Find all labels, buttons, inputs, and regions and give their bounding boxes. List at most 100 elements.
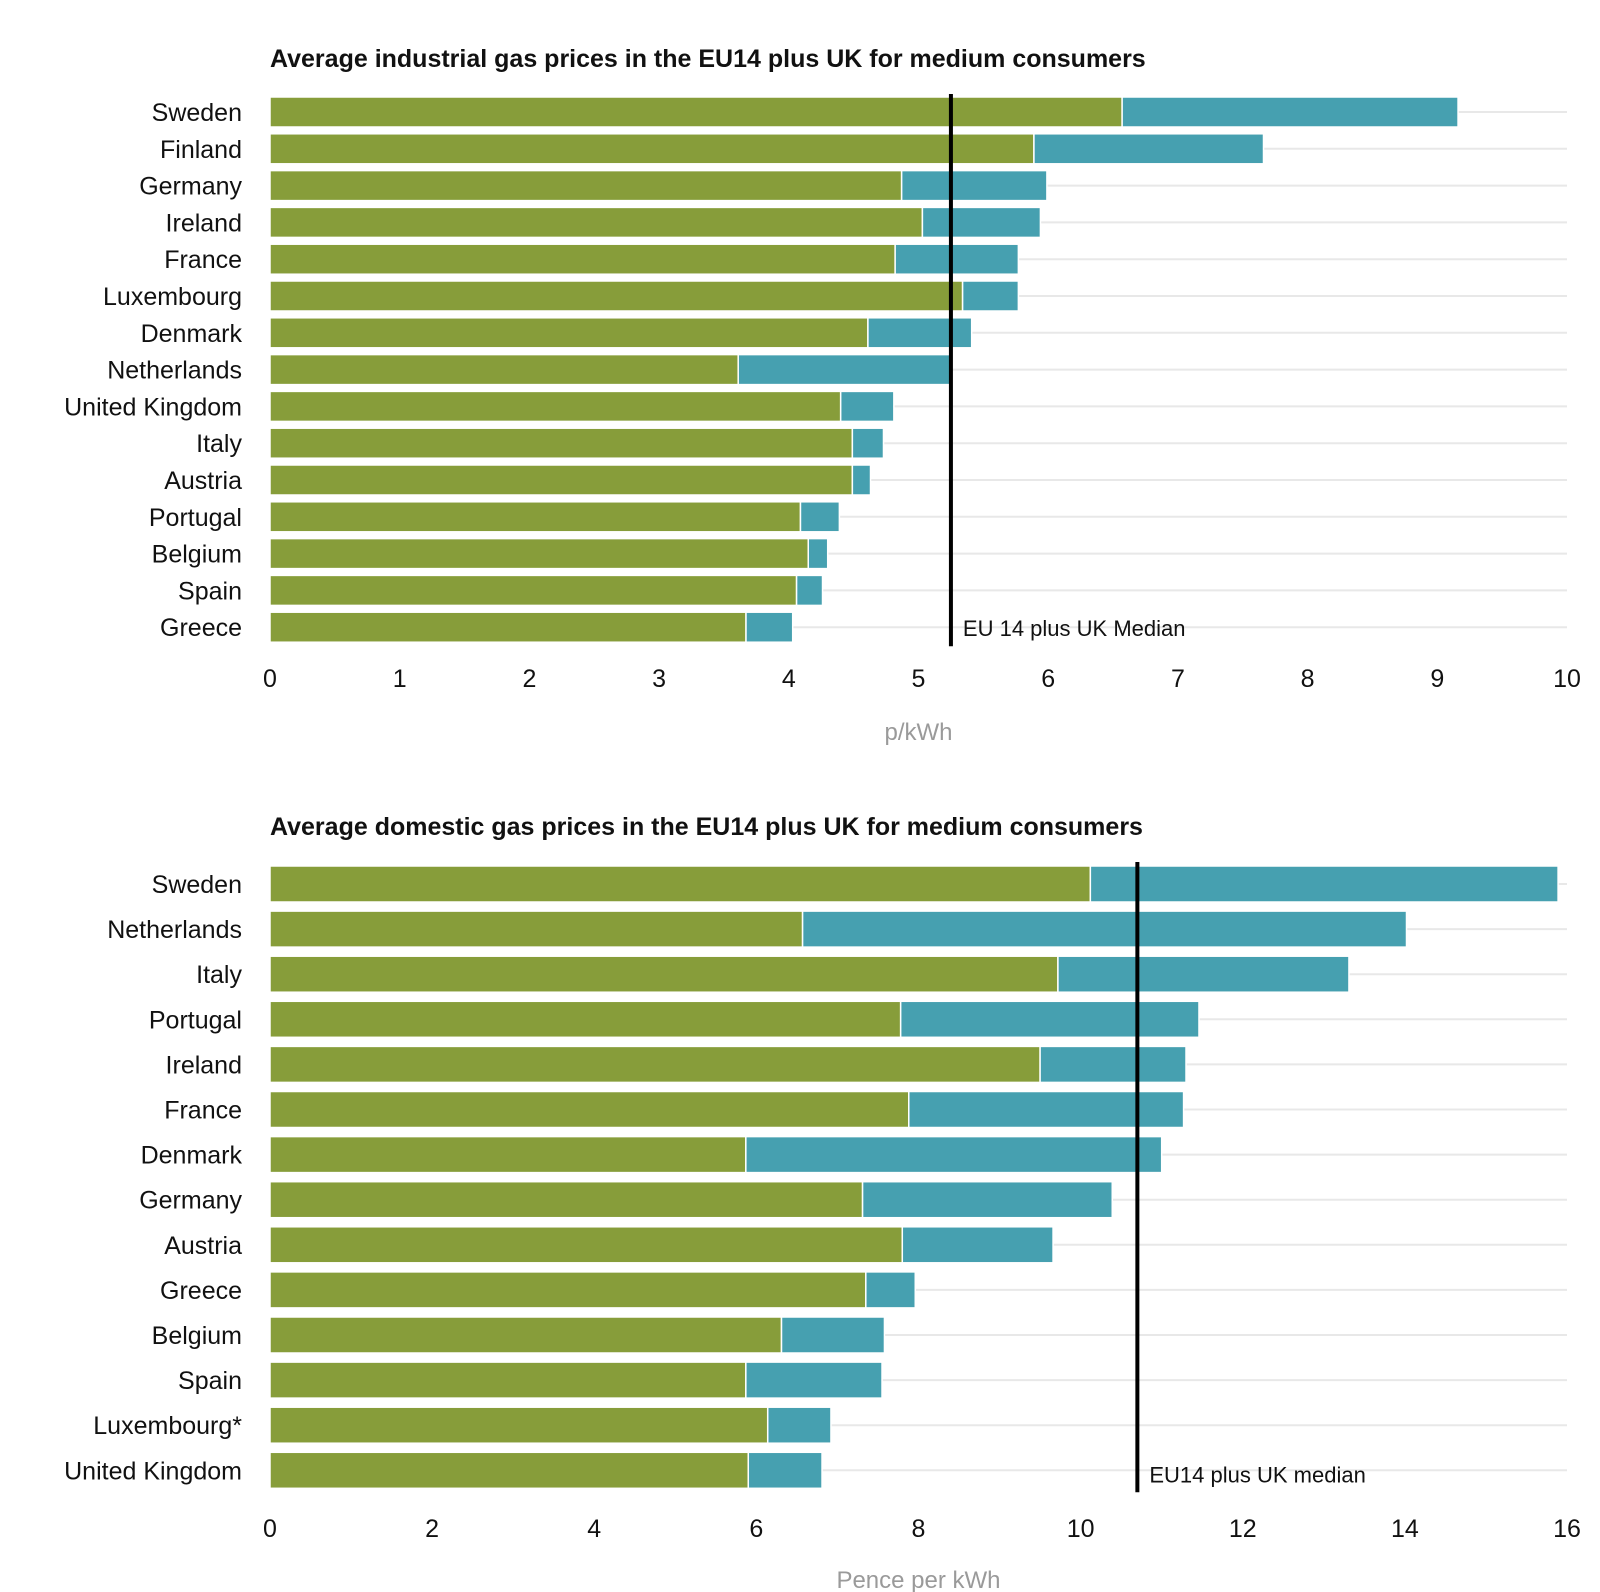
bar-base-portugal bbox=[269, 1000, 902, 1039]
x-tick-label: 2 bbox=[522, 665, 536, 693]
chart-title: Average industrial gas prices in the EU1… bbox=[270, 45, 1146, 73]
bar-base-france bbox=[269, 1090, 910, 1129]
bar-taxes-spain bbox=[745, 1361, 883, 1399]
bar-taxes-ireland bbox=[921, 206, 1042, 239]
bar-base-greece bbox=[269, 611, 747, 643]
bars bbox=[269, 96, 1459, 643]
bar-base-spain bbox=[269, 1361, 747, 1399]
category-label: Portugal bbox=[149, 504, 242, 532]
bar-base-spain bbox=[269, 574, 798, 607]
category-label: Luxembourg bbox=[103, 283, 242, 311]
x-tick-label: 1 bbox=[393, 665, 407, 693]
x-tick-label: 12 bbox=[1229, 1515, 1257, 1543]
category-label: United Kingdom bbox=[64, 393, 242, 421]
category-label: Austria bbox=[164, 467, 242, 495]
x-tick-label: 4 bbox=[587, 1515, 601, 1543]
bar-base-austria bbox=[269, 1226, 904, 1264]
category-label: Belgium bbox=[152, 541, 242, 569]
x-tick-label: 9 bbox=[1430, 665, 1444, 693]
bar-taxes-sweden bbox=[1089, 865, 1559, 903]
median-label: EU14 plus UK median bbox=[1149, 1462, 1365, 1487]
category-label: Ireland bbox=[166, 1051, 242, 1079]
category-label: Sweden bbox=[152, 871, 242, 899]
category-label: Spain bbox=[178, 1367, 242, 1395]
bar-base-netherlands bbox=[269, 353, 739, 386]
median-marker: EU 14 plus UK Median bbox=[948, 94, 1186, 647]
category-label: France bbox=[164, 246, 242, 274]
x-tick-label: 2 bbox=[425, 1515, 439, 1543]
category-label: Denmark bbox=[141, 320, 243, 348]
bar-taxes-denmark bbox=[867, 317, 973, 349]
bar-taxes-portugal bbox=[899, 1000, 1200, 1039]
bar-taxes-greece bbox=[745, 611, 794, 643]
x-tick-label: 7 bbox=[1171, 665, 1185, 693]
bar-taxes-united-kingdom bbox=[839, 390, 895, 423]
bar-taxes-united-kingdom bbox=[747, 1451, 823, 1490]
bar-taxes-greece bbox=[865, 1271, 917, 1309]
bar-base-united-kingdom bbox=[269, 1451, 750, 1490]
bar-base-sweden bbox=[269, 96, 1123, 128]
bar-taxes-luxembourg bbox=[961, 280, 1020, 312]
category-label: Portugal bbox=[149, 1006, 242, 1034]
x-axis-title: Pence per kWh bbox=[836, 1567, 1000, 1592]
median-label: EU 14 plus UK Median bbox=[963, 616, 1186, 641]
bar-taxes-luxembourg bbox=[766, 1406, 832, 1444]
category-label: Greece bbox=[160, 1277, 242, 1305]
bar-taxes-sweden bbox=[1121, 96, 1459, 128]
bar-base-luxembourg bbox=[269, 1406, 769, 1444]
bar-taxes-belgium bbox=[807, 537, 829, 570]
x-tick-label: 5 bbox=[912, 665, 926, 693]
bar-taxes-germany bbox=[900, 169, 1048, 202]
x-tick-label: 10 bbox=[1553, 665, 1581, 693]
x-tick-label: 10 bbox=[1067, 1515, 1095, 1543]
bar-taxes-italy bbox=[1057, 955, 1350, 993]
category-label: United Kingdom bbox=[64, 1457, 242, 1485]
bar-base-portugal bbox=[269, 501, 802, 533]
x-tick-label: 14 bbox=[1391, 1515, 1419, 1543]
bar-base-france bbox=[269, 243, 896, 275]
bar-base-united-kingdom bbox=[269, 390, 842, 423]
bar-taxes-france bbox=[894, 243, 1020, 275]
bar-taxes-germany bbox=[861, 1180, 1113, 1219]
x-tick-label: 8 bbox=[912, 1515, 926, 1543]
bar-taxes-netherlands bbox=[737, 353, 952, 386]
bar-base-germany bbox=[269, 169, 903, 202]
category-label: Netherlands bbox=[107, 357, 242, 385]
x-tick-label: 0 bbox=[263, 665, 277, 693]
bar-base-germany bbox=[269, 1180, 864, 1219]
bar-taxes-spain bbox=[795, 574, 824, 607]
x-axis-ticks: 0 2 4 6 8 10 12 14 16 bbox=[263, 1515, 1581, 1543]
bar-base-italy bbox=[269, 955, 1059, 993]
bars bbox=[269, 865, 1559, 1490]
bar-base-luxembourg bbox=[269, 280, 964, 312]
category-label: Germany bbox=[139, 173, 242, 201]
industrial-gas-prices-chart: Average industrial gas prices in the EU1… bbox=[64, 45, 1581, 746]
bar-taxes-austria bbox=[901, 1226, 1054, 1264]
category-label: Ireland bbox=[166, 209, 242, 237]
category-label: Italy bbox=[196, 961, 242, 989]
bar-base-italy bbox=[269, 427, 854, 459]
median-marker: EU14 plus UK median bbox=[1135, 862, 1366, 1493]
bar-base-ireland bbox=[269, 1045, 1041, 1084]
bar-taxes-denmark bbox=[745, 1135, 1163, 1174]
bar-base-ireland bbox=[269, 206, 924, 239]
bar-base-austria bbox=[269, 464, 854, 496]
bar-base-belgium bbox=[269, 1316, 783, 1354]
category-label: Germany bbox=[139, 1187, 242, 1215]
x-axis-ticks: 0 1 2 3 4 5 6 7 8 9 10 bbox=[263, 665, 1581, 693]
bar-taxes-italy bbox=[851, 427, 885, 459]
bar-taxes-france bbox=[908, 1090, 1185, 1129]
bar-base-greece bbox=[269, 1271, 867, 1309]
bar-taxes-ireland bbox=[1039, 1045, 1187, 1084]
x-tick-label: 8 bbox=[1301, 665, 1315, 693]
bar-taxes-finland bbox=[1033, 133, 1265, 165]
category-labels: Sweden Finland Germany Ireland France Luxembo… bbox=[64, 99, 242, 642]
category-label: France bbox=[164, 1097, 242, 1125]
x-tick-label: 0 bbox=[263, 1515, 277, 1543]
category-label: Denmark bbox=[141, 1142, 243, 1170]
bar-taxes-netherlands bbox=[801, 910, 1408, 948]
category-label: Sweden bbox=[152, 99, 242, 127]
bar-taxes-belgium bbox=[780, 1316, 886, 1354]
bar-taxes-austria bbox=[851, 464, 872, 496]
